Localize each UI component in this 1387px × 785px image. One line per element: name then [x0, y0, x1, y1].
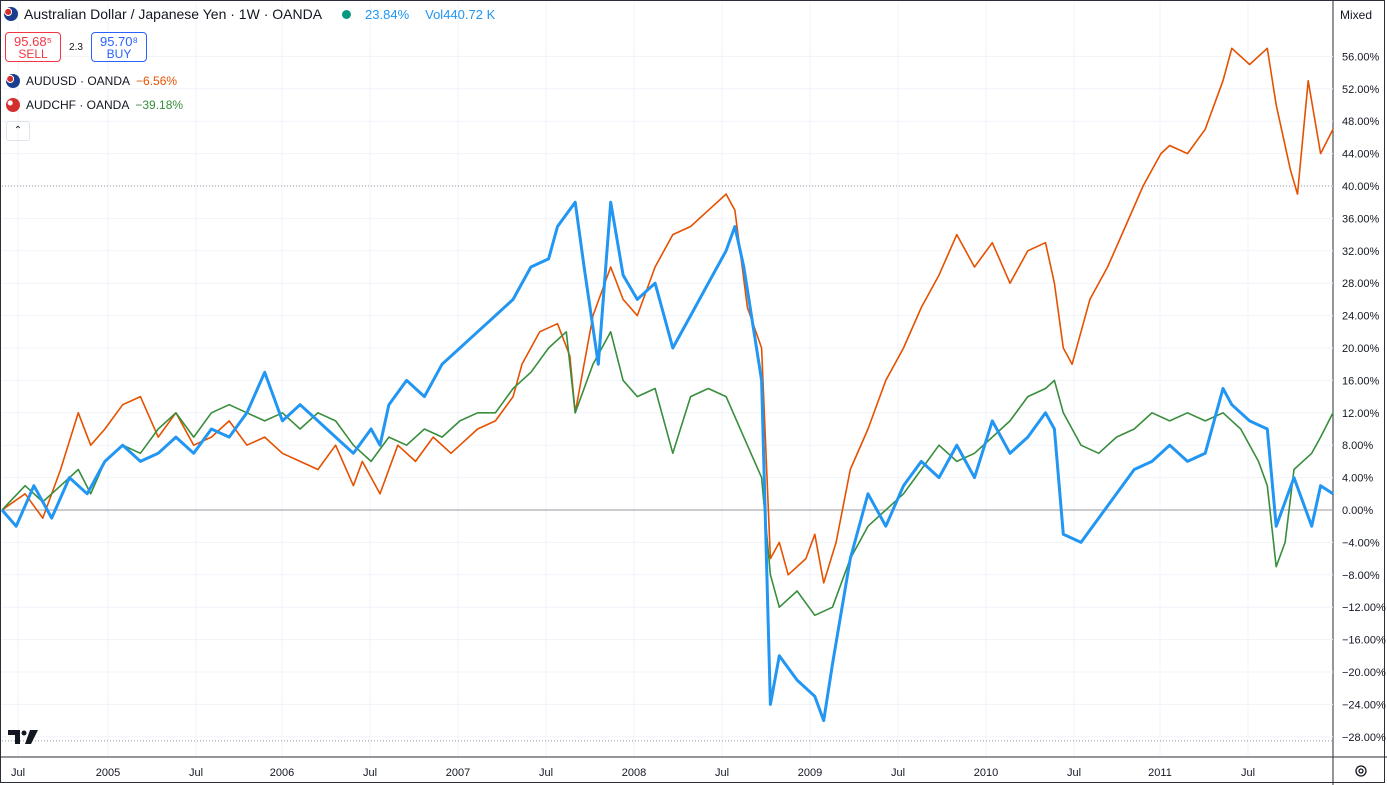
y-tick-label: −20.00%	[1342, 667, 1386, 679]
y-tick-label: −8.00%	[1342, 570, 1380, 582]
y-tick-label: 24.00%	[1342, 311, 1380, 323]
x-tick-label: Jul	[11, 767, 25, 779]
series-line-0[interactable]	[1, 47, 1334, 584]
y-tick-label: 48.00%	[1342, 116, 1380, 128]
y-tick-label: 56.00%	[1342, 51, 1380, 63]
x-tick-label: 2009	[798, 767, 822, 779]
x-tick-label: 2007	[446, 767, 470, 779]
x-tick-label: Jul	[715, 767, 729, 779]
y-tick-label: 4.00%	[1342, 473, 1373, 485]
chevron-up-icon: ⌃	[13, 125, 23, 136]
x-tick-label: 2005	[96, 767, 120, 779]
y-tick-label: −12.00%	[1342, 602, 1386, 614]
volume-value: 440.72 K	[443, 6, 496, 22]
y-tick-label: 16.00%	[1342, 375, 1380, 387]
compare-symbol: AUDCHF · OANDA	[26, 98, 130, 112]
sell-price: 95.68⁵	[14, 34, 52, 49]
volume-readout: Vol440.72 K	[425, 7, 495, 22]
x-tick-label: 2011	[1148, 767, 1172, 779]
x-tick-label: 2010	[974, 767, 998, 779]
series-line-1[interactable]	[1, 331, 1334, 617]
compare-symbol: AUDUSD · OANDA	[26, 74, 131, 88]
aud-chf-flag-icon	[6, 98, 20, 112]
y-tick-label: −4.00%	[1342, 537, 1380, 549]
tradingview-logo-icon	[8, 730, 38, 744]
trade-panel: 95.68⁵ SELL 2.3 95.70⁸ BUY	[5, 32, 147, 62]
y-tick-label: 20.00%	[1342, 343, 1380, 355]
aud-jpy-flag-icon	[4, 7, 18, 21]
x-tick-label: Jul	[891, 767, 905, 779]
gear-icon[interactable]	[1354, 764, 1368, 778]
y-tick-label: −16.00%	[1342, 635, 1386, 647]
sell-button[interactable]: 95.68⁵ SELL	[5, 32, 61, 62]
compare-change: −6.56%	[136, 74, 178, 88]
compare-change: −39.18%	[135, 98, 184, 112]
buy-button[interactable]: 95.70⁸ BUY	[91, 32, 147, 62]
y-tick-label: 32.00%	[1342, 246, 1380, 258]
spread-value: 2.3	[69, 41, 83, 53]
aud-usd-flag-icon	[6, 74, 20, 88]
x-tick-label: Jul	[189, 767, 203, 779]
y-tick-label: −28.00%	[1342, 732, 1386, 744]
y-tick-label: 28.00%	[1342, 278, 1380, 290]
compare-row-audusd[interactable]: AUDUSD · OANDA −6.56%	[6, 74, 177, 88]
buy-price: 95.70⁸	[99, 34, 139, 49]
x-tick-label: Jul	[539, 767, 553, 779]
main-change-pct: 23.84%	[365, 6, 410, 22]
x-tick-label: Jul	[1067, 767, 1081, 779]
y-tick-label: 12.00%	[1342, 408, 1380, 420]
y-tick-label: −24.00%	[1342, 699, 1386, 711]
x-tick-label: 2006	[270, 767, 294, 779]
y-tick-label: 36.00%	[1342, 213, 1380, 225]
chart-legend: Australian Dollar / Japanese Yen · 1W · …	[4, 6, 495, 22]
buy-label: BUY	[106, 47, 132, 61]
y-tick-label: 52.00%	[1342, 84, 1380, 96]
y-tick-label: 8.00%	[1342, 440, 1373, 452]
y-tick-label: 40.00%	[1342, 181, 1380, 193]
compare-row-audchf[interactable]: AUDCHF · OANDA −39.18%	[6, 98, 183, 112]
x-tick-label: 2008	[622, 767, 646, 779]
scale-mode-label[interactable]: Mixed	[1340, 8, 1373, 22]
y-tick-label: 44.00%	[1342, 149, 1380, 161]
collapse-legend-button[interactable]: ⌃	[6, 121, 30, 141]
y-tick-label: 0.00%	[1342, 505, 1373, 517]
market-open-indicator-icon	[342, 9, 352, 19]
sell-label: SELL	[18, 47, 48, 61]
series-line-2[interactable]	[0, 200, 1334, 723]
x-tick-label: Jul	[1241, 767, 1255, 779]
symbol-title[interactable]: Australian Dollar / Japanese Yen · 1W · …	[24, 6, 323, 22]
volume-label: Vol	[425, 6, 444, 22]
x-tick-label: Jul	[363, 767, 377, 779]
